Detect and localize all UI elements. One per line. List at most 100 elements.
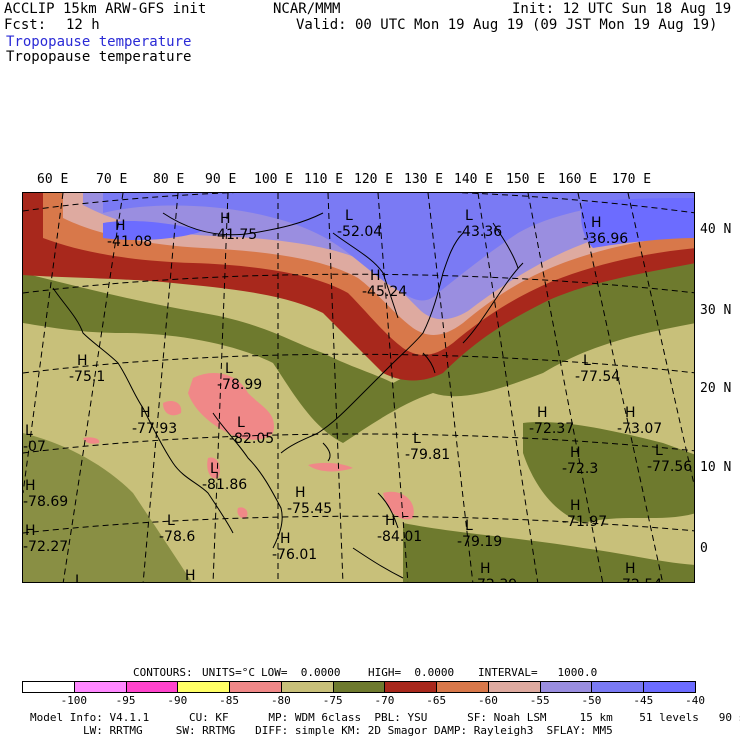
extremum-value: -73.07 xyxy=(617,421,662,437)
field-band-blue xyxy=(103,220,203,241)
extremum-mark: L xyxy=(413,431,421,447)
extremum-value: -79.81 xyxy=(405,447,450,463)
extremum-value: -45.24 xyxy=(362,284,407,300)
extremum-value: -84.01 xyxy=(377,529,422,545)
lon-label: 110 E xyxy=(304,172,344,187)
extremum-mark: H xyxy=(220,211,231,227)
field-band-dark-olive xyxy=(23,433,192,582)
extremum-value: -72.54 xyxy=(617,577,662,583)
extremum-mark: H xyxy=(25,478,36,494)
colorbar-tick-label: -80 xyxy=(270,694,291,707)
colorbar-tick-label: -70 xyxy=(374,694,395,707)
coastlines xyxy=(52,212,524,579)
colorbar-swatch xyxy=(177,681,231,693)
colorbar-tick-label: -50 xyxy=(581,694,602,707)
extremum-mark: L xyxy=(25,423,33,439)
colorbar-tick-label: -65 xyxy=(426,694,447,707)
lon-label: 90 E xyxy=(205,172,237,187)
contours-units: UNITS=°C xyxy=(202,666,255,679)
extremum-value: -72.37 xyxy=(529,421,574,437)
lon-label: 80 E xyxy=(153,172,185,187)
lat-label: 40 N xyxy=(700,222,732,237)
contours-high: HIGH= 0.0000 xyxy=(368,666,455,679)
extremum-value: -72.39 xyxy=(472,577,517,583)
colorbar-swatch xyxy=(280,681,334,693)
extremum-mark: L xyxy=(345,208,353,224)
colorbar-swatch xyxy=(384,681,438,693)
extremum-value: -07 xyxy=(23,439,46,455)
colorbar-tick-label: -90 xyxy=(167,694,188,707)
colorbar-swatch xyxy=(125,681,179,693)
extremum-mark: H xyxy=(625,561,636,577)
extremum-mark: L xyxy=(237,415,245,431)
extremum-value: -82.05 xyxy=(229,431,274,447)
extremum-mark: H xyxy=(625,405,636,421)
extremum-value: -78.99 xyxy=(217,377,262,393)
lon-label: 150 E xyxy=(506,172,546,187)
extremum-mark: H xyxy=(370,268,381,284)
colorbar-swatch xyxy=(332,681,386,693)
field-band-dark-olive xyxy=(523,422,694,523)
colorbar-swatch xyxy=(591,681,645,693)
lon-label: 70 E xyxy=(96,172,128,187)
extremum-value: -77.54 xyxy=(575,369,620,385)
lat-label: 30 N xyxy=(700,303,732,318)
colorbar-swatch xyxy=(22,681,75,693)
colorbar-swatch xyxy=(73,681,127,693)
extremum-mark: H xyxy=(115,218,126,234)
lat-label: 0 xyxy=(700,541,708,556)
colorbar-swatch xyxy=(487,681,541,693)
extremum-value: -43.36 xyxy=(457,224,502,240)
lat-label: 20 N xyxy=(700,381,732,396)
contours-interval: INTERVAL= 1000.0 xyxy=(478,666,598,679)
extremum-mark: L xyxy=(210,461,218,477)
field-name-secondary: Tropopause temperature xyxy=(6,49,192,65)
lat-label: 10 N xyxy=(700,460,732,475)
extremum-mark: H xyxy=(280,531,291,547)
model-info: Model Info: V4.1.1 CU: KF MP: WDM 6class… xyxy=(30,711,740,724)
lon-label: 140 E xyxy=(454,172,494,187)
forecast-label: Fcst: xyxy=(4,17,47,33)
graticule xyxy=(23,193,694,582)
extremum-value: -72.27 xyxy=(23,539,68,555)
institution-label: NCAR/MMM xyxy=(273,1,341,17)
colorbar-tick-label: -60 xyxy=(478,694,498,707)
extremum-value: -41.75 xyxy=(212,227,257,243)
lon-label: 120 E xyxy=(354,172,394,187)
colorbar-swatch xyxy=(539,681,593,693)
extremum-mark: L xyxy=(655,443,663,459)
extremum-mark: H xyxy=(25,523,36,539)
extremum-mark: L xyxy=(225,361,233,377)
extremum-mark: L xyxy=(465,208,473,224)
extremum-value: -78.69 xyxy=(23,494,68,510)
lon-label: 170 E xyxy=(612,172,652,187)
extremum-mark: L xyxy=(75,573,83,583)
field-band-salmon xyxy=(308,462,353,472)
colorbar-tick-label: -100 xyxy=(60,694,88,707)
extremum-mark: H xyxy=(140,405,151,421)
colorbar-tick-label: -85 xyxy=(219,694,240,707)
field-band-salmon xyxy=(163,401,182,416)
extremum-mark: H xyxy=(385,513,396,529)
extremum-value: -75.45 xyxy=(287,501,332,517)
extremum-value: -71.97 xyxy=(562,514,607,530)
valid-time: Valid: 00 UTC Mon 19 Aug 19 (09 JST Mon … xyxy=(296,17,718,33)
forecast-hour: 12 h xyxy=(66,17,100,33)
colorbar-swatch xyxy=(436,681,489,693)
extremum-value: -52.04 xyxy=(337,224,382,240)
map-panel: H -41.08 H -41.75 L -52.04 L -43.36 H -36.96 H -45.… xyxy=(22,192,695,583)
extremum-value: -77.56 xyxy=(647,459,692,475)
field-band-salmon xyxy=(83,437,100,444)
colorbar-tick-label: -45 xyxy=(633,694,654,707)
lon-label: 100 E xyxy=(254,172,294,187)
extremum-value: -79.19 xyxy=(457,534,502,550)
extremum-mark: H xyxy=(77,353,88,369)
extremum-mark: H xyxy=(537,405,548,421)
lon-label: 130 E xyxy=(404,172,444,187)
init-time: Init: 12 UTC Sun 18 Aug 19 xyxy=(512,1,732,17)
field-band-blue xyxy=(103,193,694,301)
colorbar-tick-label: -40 xyxy=(685,694,705,707)
field-band-blue xyxy=(581,198,694,248)
colorbar-swatch xyxy=(229,681,282,693)
map-canvas: H-41.08H-41.75L-52.04L-43.36H-36.96H-45.… xyxy=(23,193,694,583)
